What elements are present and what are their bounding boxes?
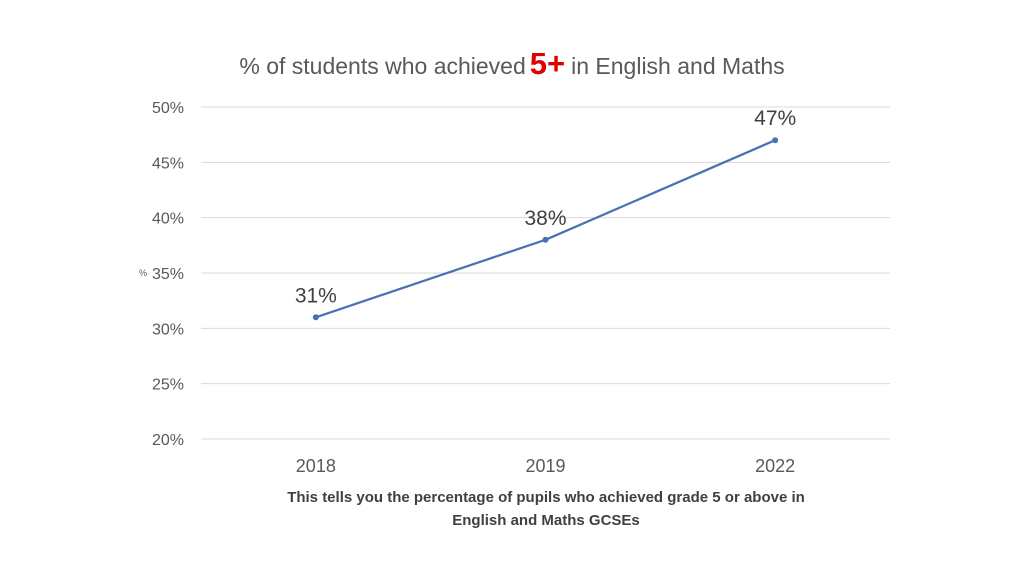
x-tick-label-1: 2019 xyxy=(525,456,565,476)
chart-title-after: in English and Maths xyxy=(571,53,785,79)
y-tick-label-1: 25% xyxy=(152,377,184,394)
data-point-1 xyxy=(542,236,549,243)
y-axis-label: % xyxy=(139,268,147,278)
chart-title: % of students who achieved 5+ in English a… xyxy=(0,46,1024,82)
x-tick-label-2: 2022 xyxy=(755,456,795,476)
data-label-2: 47% xyxy=(754,107,796,130)
chart-caption: This tells you the percentage of pupils … xyxy=(0,486,1024,532)
data-point-2 xyxy=(772,137,779,144)
chart-title-highlight: 5+ xyxy=(529,46,566,81)
y-tick-label-2: 30% xyxy=(152,321,184,338)
y-tick-label-4: 40% xyxy=(152,211,184,228)
x-tick-label-0: 2018 xyxy=(296,456,336,476)
caption-line-1: This tells you the percentage of pupils … xyxy=(287,489,805,506)
y-tick-label-5: 45% xyxy=(152,155,184,172)
caption-line-2: English and Maths GCSEs xyxy=(452,512,640,529)
data-label-1: 38% xyxy=(524,207,566,230)
y-tick-label-6: 50% xyxy=(152,100,184,117)
data-point-0 xyxy=(312,314,319,321)
chart-title-before: % of students who achieved xyxy=(239,53,526,79)
data-label-0: 31% xyxy=(295,284,337,307)
y-tick-label-0: 20% xyxy=(152,432,184,449)
y-tick-label-3: 35% xyxy=(152,266,184,283)
